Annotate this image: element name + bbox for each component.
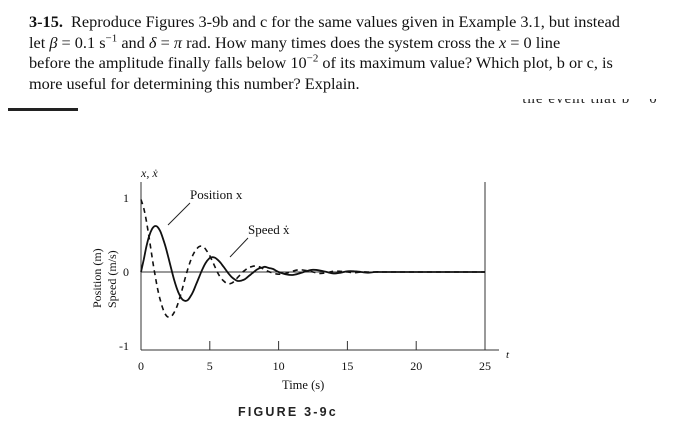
section-divider (8, 108, 78, 111)
x-tick-label: 15 (341, 359, 353, 373)
annotation-position-x: Position x (190, 187, 243, 202)
exponent-neg-one: −1 (105, 32, 118, 45)
speed-series-line (140, 199, 485, 319)
problem-line-3a: before the amplitude finally falls below… (29, 53, 307, 72)
x-tick-label: 10 (273, 359, 285, 373)
x-tick-label: 0 (138, 359, 144, 373)
annotation-speed-pointer (229, 237, 249, 258)
x-axis-title: Time (s) (282, 378, 324, 392)
exponent-neg-two: −2 (306, 52, 319, 65)
x-tick-label: 20 (410, 359, 422, 373)
t-axis-label: t (506, 349, 510, 361)
x-tick-label: 25 (479, 359, 491, 373)
y-axis-title-position: Position (m) (90, 248, 104, 308)
damped-oscillation-chart: 0 5 10 15 20 25 -1 0 1 x, ẋ Position (m) Speed (… (90, 166, 510, 392)
pi-symbol: π (173, 32, 182, 52)
chart-labels: x, ẋ Position (m) Speed (m/s) t Time (s)… (90, 166, 510, 392)
delta-symbol: δ (148, 32, 157, 52)
problem-line-4: more useful for determining this number?… (29, 73, 360, 93)
annotation-position-pointer (167, 202, 191, 226)
problem-line-2a: let (29, 32, 50, 52)
problem-line-2c: and (117, 32, 149, 52)
problem-line-2b: = 0.1 s (57, 32, 106, 52)
figure-3-9c: 0 5 10 15 20 25 -1 0 1 x, ẋ Position (m) Speed (… (80, 150, 520, 405)
position-series-line (140, 225, 485, 302)
problem-line-2d: = (156, 32, 174, 52)
y-axis-title-speed: Speed (m/s) (105, 250, 119, 308)
problem-line-3b: of its maximum value? Which plot, b or c… (318, 53, 613, 72)
y-tick-label: -1 (119, 339, 129, 353)
problem-line-1: Reproduce Figures 3-9b and c for the sam… (71, 12, 620, 31)
y-tick-label: 1 (123, 191, 129, 205)
annotation-speed: Speed ẋ (248, 222, 290, 237)
y-tick-label: 0 (123, 265, 129, 279)
figure-caption: FIGURE 3-9c (238, 405, 338, 419)
problem-text: 3-15. Reproduce Figures 3-9b and c for t… (29, 12, 684, 94)
y-axis-top-label: x, ẋ (140, 166, 158, 180)
x-tick-label: 5 (207, 359, 213, 373)
chart-series (140, 199, 485, 319)
problem-line-2e: rad. How many times does the system cros… (182, 32, 499, 52)
x-variable: x (498, 32, 507, 52)
cutoff-text-line: − the event that b − 0 (508, 99, 694, 111)
beta-symbol: β (49, 32, 58, 52)
cutoff-text: − the event that b − 0 (508, 99, 658, 107)
problem-number: 3-15. (29, 12, 63, 31)
chart-axes: 0 5 10 15 20 25 -1 0 1 (119, 182, 499, 373)
problem-line-2f: = 0 line (506, 32, 561, 52)
